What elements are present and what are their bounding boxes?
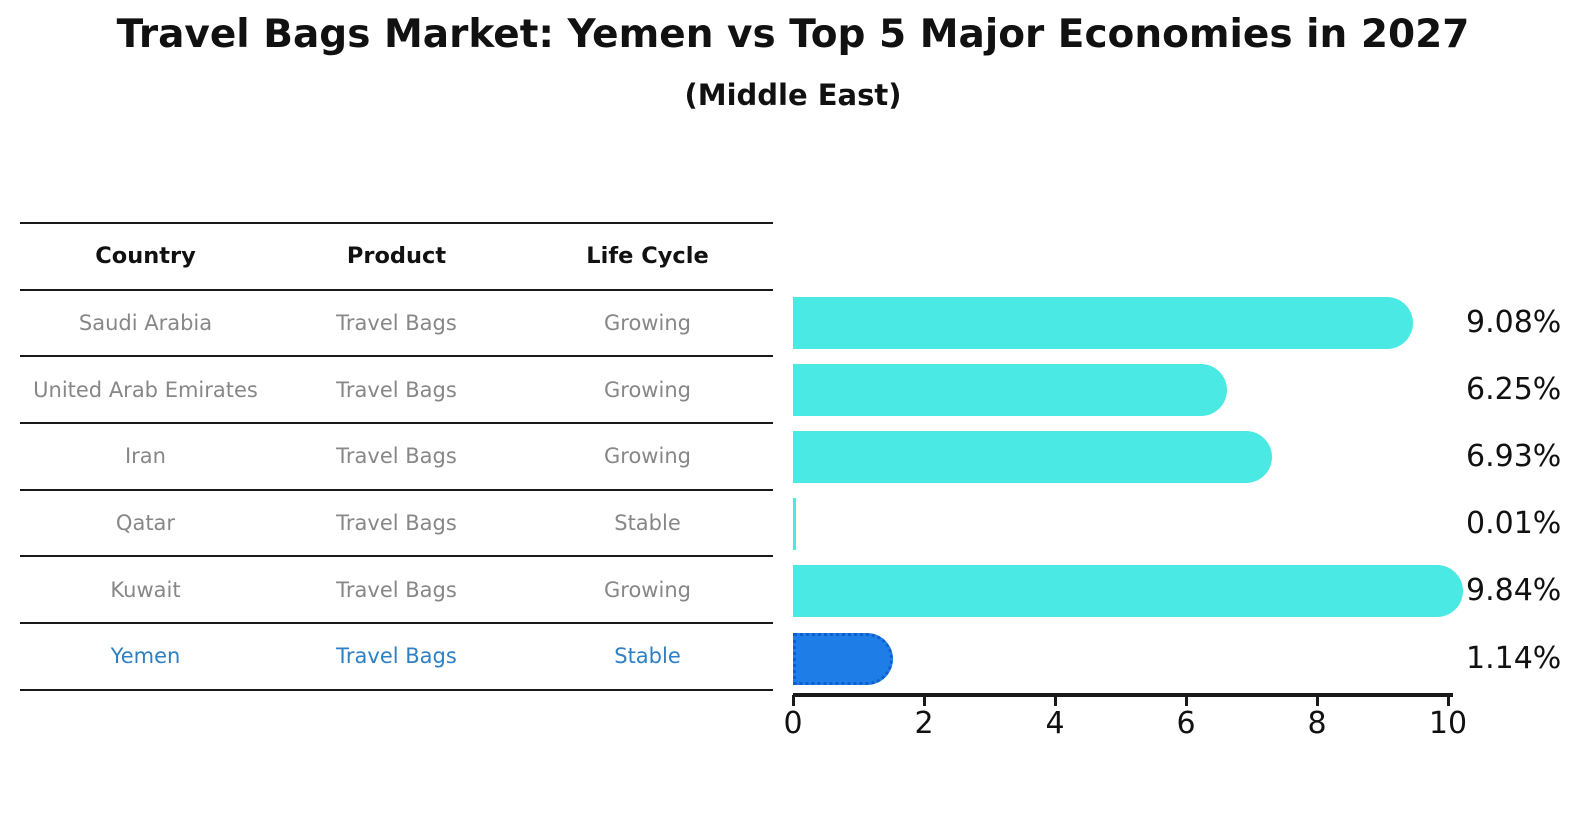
bar-value-label: 6.93% [1466,439,1562,474]
bar-value-label: 6.25% [1466,371,1562,407]
table-cell-product: Travel Bags [336,644,457,669]
bar-value-label: 1.14% [1466,640,1562,676]
table-cell-country: Yemen [110,644,181,669]
table-row: Saudi Arabia Travel Bags Growing [20,291,773,358]
bar-kuwait [793,565,1463,618]
table-cell-life-cycle: Growing [604,577,691,602]
table-cell-country: Kuwait [110,577,181,602]
bar-yemen [793,632,893,685]
bar-iran [793,431,1272,483]
table-cell-country: Qatar [115,510,176,535]
x-axis-tick [922,695,926,706]
table-row: Qatar Travel Bags Stable [20,491,773,558]
x-axis-tick [1053,695,1057,706]
bar-value-label: 9.08% [1466,304,1562,340]
bar-value-label: 9.84% [1466,573,1562,609]
table-cell-life-cycle: Growing [604,377,691,402]
table-cell-country: Saudi Arabia [78,310,213,335]
table-row: United Arab Emirates Travel Bags Growing [20,357,773,424]
table-body: Saudi Arabia Travel Bags Growing United Ara… [20,291,773,691]
table-row: Iran Travel Bags Growing [20,424,773,491]
figure-title: Travel Bags Market: Yemen vs Top 5 Major… [116,12,1470,57]
table-cell-product: Travel Bags [336,577,457,602]
x-axis-tick [1315,695,1319,706]
x-axis-tick-label: 8 [1307,706,1327,741]
column-header-product: Product [346,243,447,270]
table-header-row: Country Product Life Cycle [20,224,773,291]
bar-qatar [793,498,796,551]
x-axis-tick-label: 2 [914,706,934,741]
x-axis-tick [1446,695,1450,706]
bar-value-label: 0.01% [1466,506,1562,542]
table-cell-life-cycle: Growing [604,444,691,469]
table-cell-life-cycle: Stable [614,644,681,669]
column-header-country: Country [95,243,196,270]
table-cell-life-cycle: Growing [604,310,691,335]
x-axis-tick-label: 6 [1176,706,1196,741]
table-cell-country: United Arab Emirates [33,377,258,402]
table-cell-product: Travel Bags [336,444,457,469]
x-axis-tick-label: 0 [783,706,803,741]
x-axis-tick-label: 4 [1045,706,1065,741]
table-cell-product: Travel Bags [336,510,457,535]
country-table: Country Product Life Cycle Saudi Arabia T… [20,222,773,691]
x-axis-line [793,693,1453,697]
table-cell-life-cycle: Stable [614,510,681,535]
table-row: Kuwait Travel Bags Growing [20,557,773,624]
x-axis-tick-label: 10 [1428,706,1468,741]
table-row: Yemen Travel Bags Stable [20,624,773,691]
table-cell-country: Iran [124,444,166,469]
bar-saudi-arabia [793,296,1413,349]
x-axis-tick [791,695,795,706]
bar-united-arab-emirates [793,363,1228,416]
x-axis-tick [1184,695,1188,706]
figure-subtitle: (Middle East) [684,78,902,112]
table-cell-product: Travel Bags [336,310,457,335]
table-cell-product: Travel Bags [336,377,457,402]
column-header-life-cycle: Life Cycle [586,243,709,270]
